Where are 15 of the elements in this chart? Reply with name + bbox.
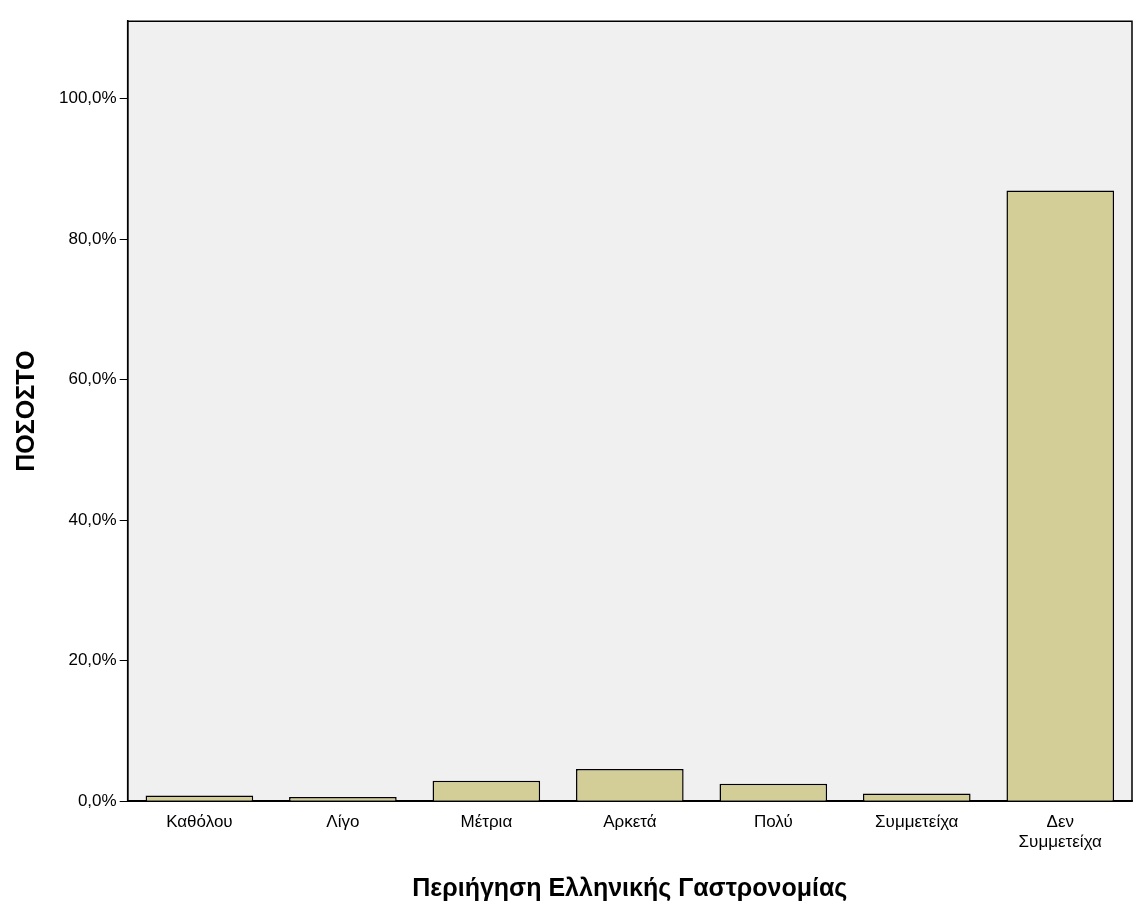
x-tick-label: Δεν Συμμετείχα bbox=[1018, 812, 1103, 852]
y-tick-label: 80,0% bbox=[68, 228, 117, 248]
y-tick-label: 100,0% bbox=[58, 88, 117, 108]
y-axis-title: ΠΟΣΟΣΤΟ bbox=[10, 350, 39, 472]
y-tick-label: 40,0% bbox=[68, 509, 117, 529]
y-tick-label: 60,0% bbox=[68, 369, 117, 389]
y-tick-label: 20,0% bbox=[68, 650, 117, 670]
x-tick-label: Συμμετείχα bbox=[875, 812, 959, 832]
x-tick-label: Πολύ bbox=[753, 812, 793, 832]
x-tick-label: Λίγο bbox=[326, 812, 360, 832]
y-tick-label: 0,0% bbox=[77, 790, 117, 810]
x-axis-title: Περιήγηση Ελληνικής Γαστρονομίας bbox=[412, 872, 848, 902]
x-tick-label: Καθόλου bbox=[166, 812, 233, 832]
x-tick-label: Αρκετά bbox=[603, 812, 657, 832]
x-tick-label: Μέτρια bbox=[460, 812, 513, 832]
